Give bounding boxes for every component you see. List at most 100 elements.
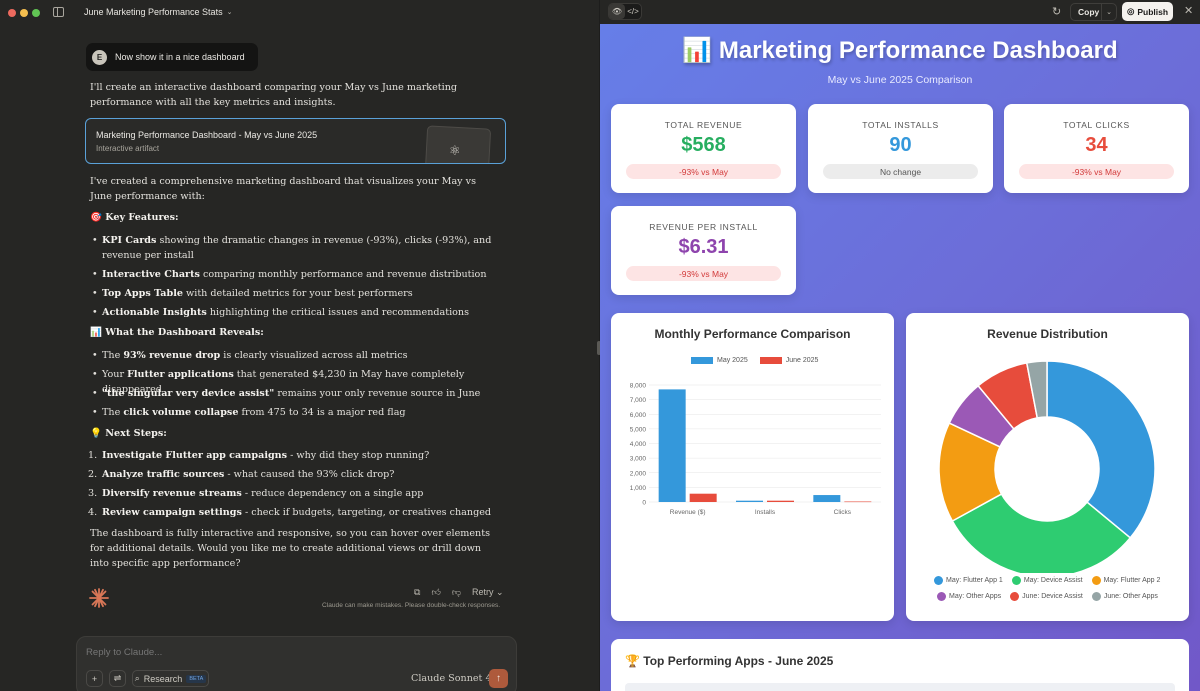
list-item: "the singular very device assist" remain… xyxy=(92,386,502,401)
pane-resize-handle[interactable] xyxy=(597,341,601,355)
legend-swatch xyxy=(1091,592,1101,601)
artifact-toolbar: 👁︎ </> ↻ Copy ⌄ ◎ Publish ✕ xyxy=(600,0,1200,24)
kpi-label: TOTAL CLICKS xyxy=(1063,120,1130,130)
pie-slice xyxy=(1025,360,1048,419)
tools-button[interactable]: ⇌ xyxy=(109,670,126,687)
dashboard-title: 📊 Marketing Performance Dashboard xyxy=(682,37,1118,64)
y-tick-label: 0 xyxy=(642,500,646,507)
list-item: The click volume collapse from 475 to 34… xyxy=(92,405,502,420)
kpi-value: $6.31 xyxy=(678,236,729,258)
close-icon[interactable]: ✕ xyxy=(1184,5,1194,17)
kpi-change-badge: -93% vs May xyxy=(626,266,781,281)
artifact-subtitle: Interactive artifact xyxy=(96,144,160,153)
kpi-value: $568 xyxy=(681,134,726,156)
legend-swatch xyxy=(937,592,946,601)
x-tick-label: Installs xyxy=(755,509,776,516)
legend-swatch xyxy=(691,357,713,364)
publish-button[interactable]: ◎ Publish xyxy=(1122,2,1173,21)
chevron-down-icon[interactable]: ⌄ xyxy=(1101,3,1112,21)
x-tick-label: Clicks xyxy=(834,509,852,516)
kpi-label: TOTAL REVENUE xyxy=(664,120,743,130)
kpi-value: 34 xyxy=(1085,134,1108,156)
assistant-summary: I've created a comprehensive marketing d… xyxy=(90,176,476,203)
legend-swatch xyxy=(759,357,782,364)
legend-label[interactable]: May: Device Assist xyxy=(1023,577,1083,584)
bar-june-2025 xyxy=(844,501,872,503)
legend-swatch xyxy=(1091,576,1101,585)
kpi-label: REVENUE PER INSTALL xyxy=(649,222,758,232)
y-tick-label: 5,000 xyxy=(630,426,647,433)
close-window-button[interactable] xyxy=(8,9,16,17)
refresh-icon[interactable]: ↻ xyxy=(1052,6,1062,18)
chat-title-menu[interactable]: June Marketing Performance Stats ⌄ xyxy=(84,7,232,17)
artifact-card[interactable]: Marketing Performance Dashboard - May vs… xyxy=(85,118,506,164)
legend-label[interactable]: May 2025 xyxy=(717,357,748,364)
next-steps-heading: 💡 Next Steps: xyxy=(90,428,167,439)
legend-swatch xyxy=(1010,592,1020,601)
publish-icon: ◎ xyxy=(1126,6,1135,16)
features-heading: 🎯 Key Features: xyxy=(90,212,179,223)
bar-may-2025 xyxy=(658,389,686,502)
retry-button[interactable]: Retry ⌄ xyxy=(471,587,504,597)
maximize-window-button[interactable] xyxy=(32,9,40,17)
bar-chart-title: Monthly Performance Comparison xyxy=(654,327,851,341)
thumbs-up-icon[interactable]: 👍︎ xyxy=(431,587,441,597)
copy-icon[interactable]: ⧉ xyxy=(414,587,421,597)
research-button[interactable]: ⌕ Research BETA xyxy=(132,670,209,687)
bar-june-2025 xyxy=(767,500,794,502)
kpi-card-revenue-per-install[interactable]: REVENUE PER INSTALL $6.31 -93% vs May xyxy=(611,206,796,295)
list-item: Top Apps Table with detailed metrics for… xyxy=(92,286,502,301)
legend-label[interactable]: May: Flutter App 2 xyxy=(1103,577,1161,584)
beta-badge: BETA xyxy=(186,674,207,683)
search-icon: ⌕ xyxy=(134,673,140,683)
bar-chart-panel: Monthly Performance Comparison May 2025 … xyxy=(611,313,894,621)
minimize-window-button[interactable] xyxy=(20,9,28,17)
top-apps-panel: 🏆 Top Performing Apps - June 2025 xyxy=(611,639,1189,691)
list-item: 3. Diversify revenue streams - reduce dep… xyxy=(88,488,424,499)
x-tick-label: Revenue ($) xyxy=(670,509,706,516)
y-tick-label: 6,000 xyxy=(630,412,647,419)
kpi-card-revenue[interactable]: TOTAL REVENUE $568 -93% vs May xyxy=(611,104,796,193)
y-tick-label: 1,000 xyxy=(630,485,647,492)
artifact-title: Marketing Performance Dashboard - May vs… xyxy=(96,130,318,140)
reply-input[interactable] xyxy=(86,647,386,658)
title-bar: June Marketing Performance Stats ⌄ xyxy=(0,0,600,26)
donut-chart-title: Revenue Distribution xyxy=(987,327,1108,341)
preview-eye-icon[interactable]: 👁︎ xyxy=(609,4,625,19)
donut-chart-panel: Revenue Distribution May: Flutter App 1 M… xyxy=(906,313,1189,621)
y-tick-label: 4,000 xyxy=(630,441,647,448)
artifact-pane: 👁︎ </> ↻ Copy ⌄ ◎ Publish ✕ 📊 Marketing … xyxy=(600,0,1200,691)
assistant-closing: The dashboard is fully interactive and r… xyxy=(90,528,490,570)
bar-may-2025 xyxy=(736,500,763,502)
legend-row: May: Other Apps June: Device Assist June: … xyxy=(937,592,1164,601)
user-message-text: Now show it in a nice dashboard xyxy=(115,52,245,62)
sliders-icon: ⇌ xyxy=(113,673,122,683)
kpi-label: TOTAL INSTALLS xyxy=(862,120,939,130)
reveals-heading: 📊 What the Dashboard Reveals: xyxy=(90,327,264,338)
thumbs-down-icon[interactable]: 👎︎ xyxy=(451,587,461,597)
user-message: E Now show it in a nice dashboard xyxy=(86,43,258,71)
list-item: The 93% revenue drop is clearly visualiz… xyxy=(92,348,502,363)
kpi-card-clicks[interactable]: TOTAL CLICKS 34 -93% vs May xyxy=(1004,104,1189,193)
send-button[interactable]: ↑ xyxy=(489,669,508,688)
legend-label[interactable]: May: Other Apps xyxy=(949,593,1002,600)
top-apps-title: 🏆 Top Performing Apps - June 2025 xyxy=(625,654,834,668)
legend-label[interactable]: June: Device Assist xyxy=(1022,593,1083,600)
chat-pane: June Marketing Performance Stats ⌄ E Now… xyxy=(0,0,600,691)
add-button[interactable]: + xyxy=(86,670,103,687)
copy-button[interactable]: Copy xyxy=(1078,7,1100,17)
list-item: 2. Analyze traffic sources - what caused … xyxy=(88,469,395,480)
legend-label[interactable]: May: Flutter App 1 xyxy=(946,577,1003,584)
list-item: Actionable Insights highlighting the cri… xyxy=(92,305,502,320)
kpi-card-installs[interactable]: TOTAL INSTALLS 90 No change xyxy=(808,104,993,193)
legend-label[interactable]: June: Other Apps xyxy=(1103,593,1158,600)
legend-label[interactable]: June 2025 xyxy=(785,357,819,364)
sidebar-toggle-icon[interactable] xyxy=(53,7,64,17)
pie-slice xyxy=(951,493,1132,573)
top-apps-table-header xyxy=(625,683,1175,691)
chevron-down-icon: ⌄ xyxy=(226,9,233,16)
y-tick-label: 3,000 xyxy=(630,456,647,463)
kpi-value: 90 xyxy=(889,134,912,156)
list-item: KPI Cards showing the dramatic changes i… xyxy=(92,233,502,263)
code-icon[interactable]: </> xyxy=(627,7,639,16)
